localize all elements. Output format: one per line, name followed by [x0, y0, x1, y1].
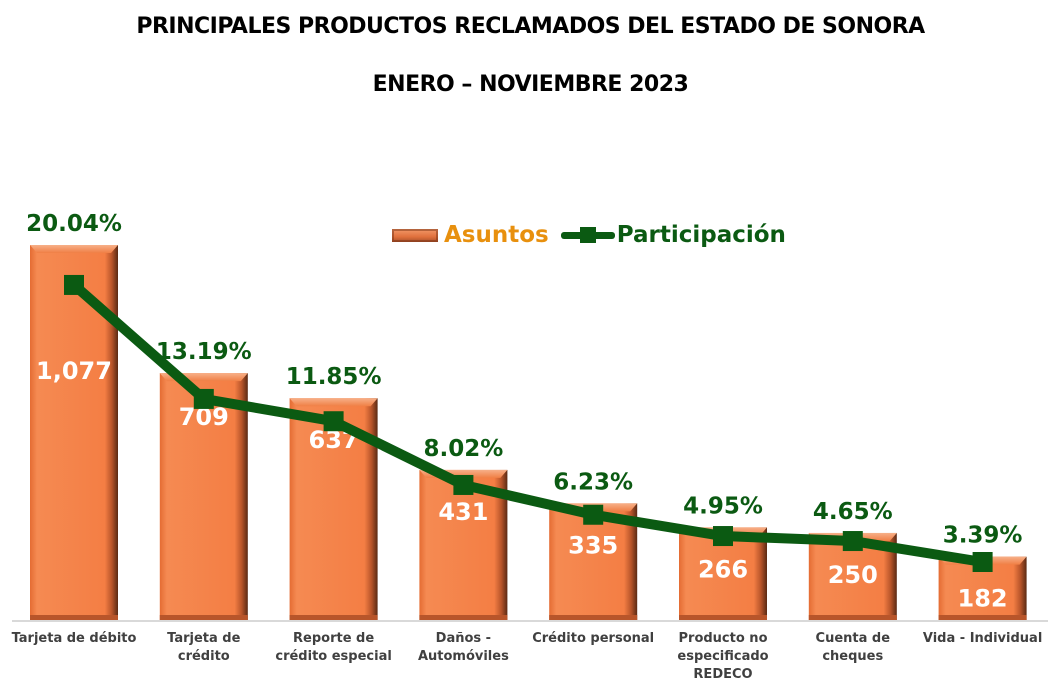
participacion-marker [583, 504, 604, 525]
x-axis-category-label: Daños - Automóviles [417, 631, 509, 664]
bar-base [549, 615, 638, 620]
bar-body [30, 245, 118, 620]
bar-base [159, 615, 248, 620]
participacion-marker [323, 411, 344, 432]
participacion-marker [64, 274, 84, 295]
chart-subtitle: ENERO – NOVIEMBRE 2023 [372, 72, 689, 97]
participacion-marker [972, 552, 993, 572]
bar-value-label: 335 [568, 531, 618, 559]
bar-body [159, 373, 248, 620]
bar-value-label: 250 [828, 561, 878, 589]
x-axis-category-label: Tarjeta de débito [11, 631, 137, 646]
participacion-label: 8.02% [424, 436, 504, 462]
bar-bevel [289, 398, 378, 407]
x-axis-category-label: Vida - Individual [922, 631, 1043, 646]
bar-value-label: 431 [438, 498, 488, 526]
legend: Asuntos Participación [392, 220, 786, 250]
bar-value-label: 266 [698, 555, 748, 583]
bar-bevel [30, 245, 118, 253]
bar [30, 245, 118, 620]
participacion-label: 6.23% [553, 469, 633, 495]
participacion-marker [842, 531, 863, 552]
bar-base [808, 615, 897, 620]
participacion-label: 20.04% [26, 211, 122, 237]
chart-title: PRINCIPALES PRODUCTOS RECLAMADOS DEL EST… [136, 14, 925, 39]
participacion-marker [193, 388, 214, 409]
participacion-label: 4.95% [683, 493, 763, 519]
bar-base [938, 615, 1027, 620]
participacion-label: 13.19% [156, 339, 252, 365]
legend-asuntos-swatch [392, 228, 438, 242]
x-axis-category-label: Crédito personal [532, 631, 655, 646]
bar-base [419, 615, 508, 620]
bar-base [679, 615, 767, 620]
participacion-line [70, 281, 984, 567]
legend-participacion-swatch [560, 220, 615, 250]
legend-participacion-label: Participación [616, 222, 786, 248]
participacion-label: 3.39% [943, 523, 1023, 549]
participacion-marker [453, 474, 474, 495]
bar-value-label: 182 [958, 585, 1008, 613]
bar-value-label: 1,077 [36, 357, 112, 385]
participacion-label: 11.85% [286, 364, 382, 390]
bar-base [30, 615, 118, 620]
x-axis-category-label: Reporte de crédito especial [275, 631, 392, 664]
x-axis-category-label: Cuenta de cheques [815, 631, 891, 664]
participacion-label: 4.65% [813, 499, 893, 525]
participacion-marker [713, 526, 733, 547]
legend-asuntos-label: Asuntos [444, 222, 549, 248]
x-axis-category-label: Producto no especificado REDECO [677, 631, 769, 682]
x-axis-category-label: Tarjeta de crédito [167, 631, 241, 664]
bar-base [289, 615, 378, 620]
